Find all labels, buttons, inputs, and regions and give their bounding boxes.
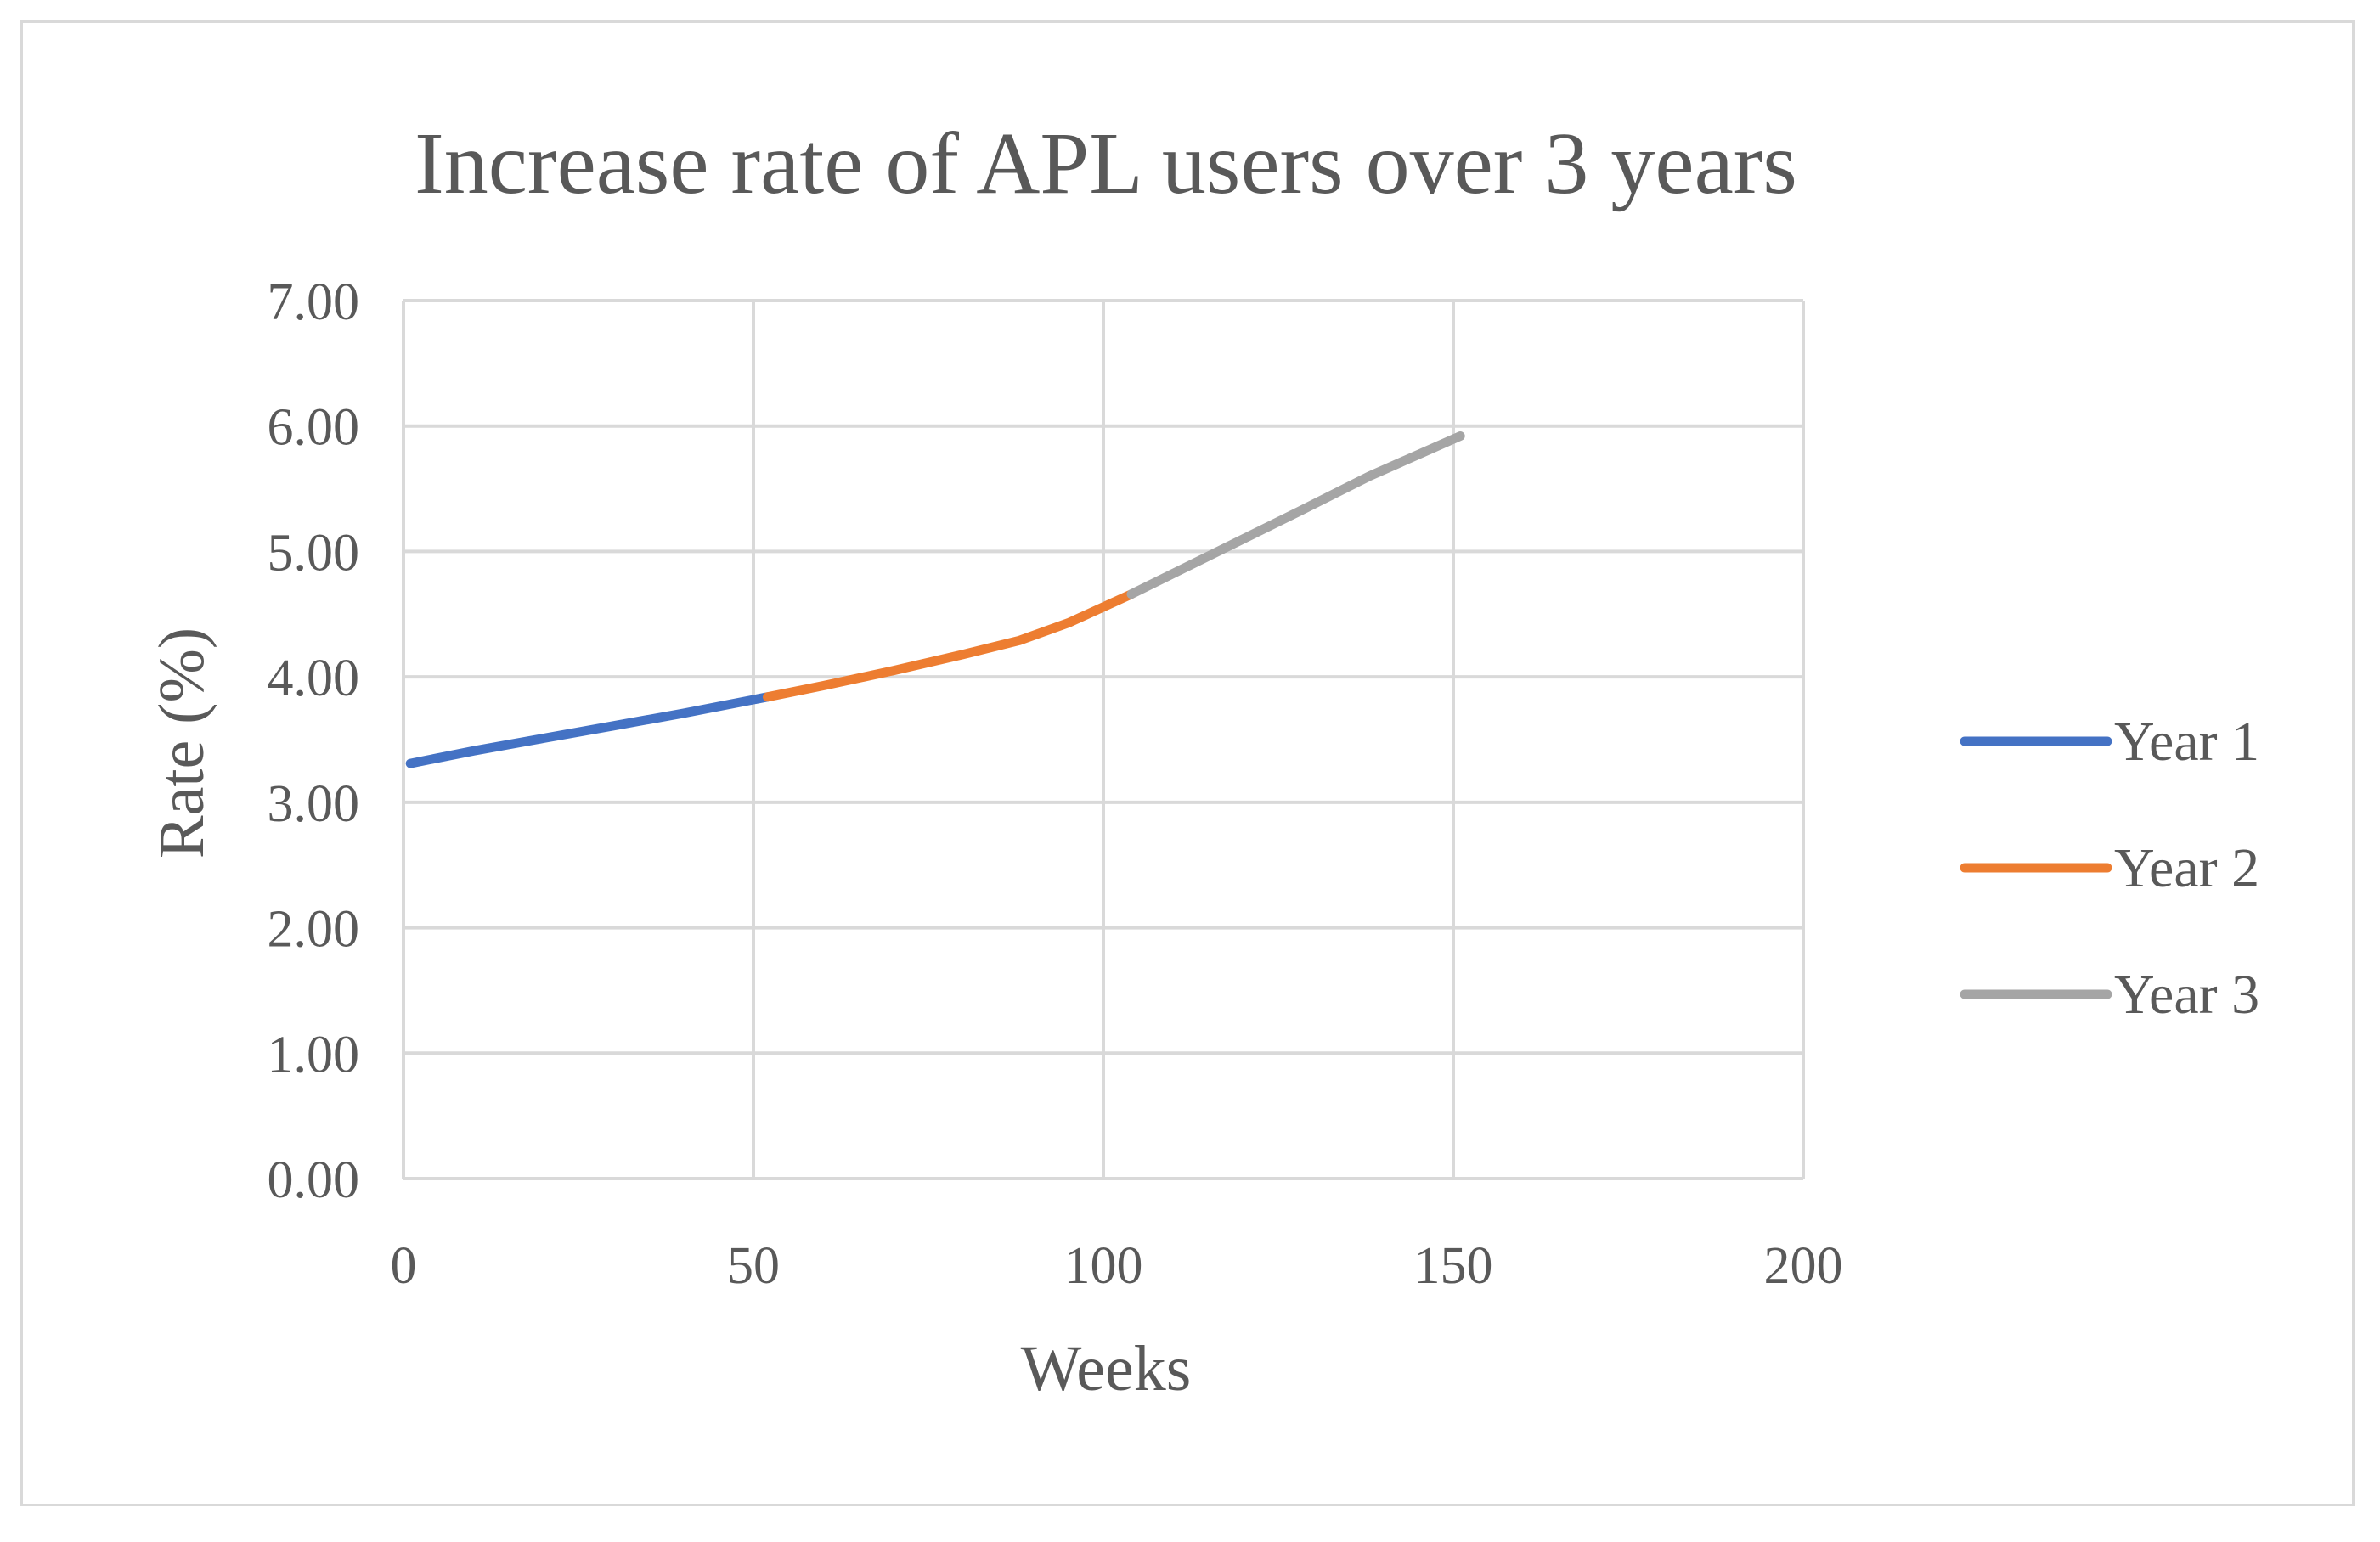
x-tick-label: 150 — [1414, 1237, 1493, 1295]
gridlines — [402, 299, 1805, 1180]
line-chart: Increase rate of APL users over 3 years … — [146, 115, 2259, 1404]
y-tick-label: 5.00 — [268, 524, 360, 582]
y-tick-label: 7.00 — [268, 273, 360, 331]
series-line-year-2 — [763, 589, 1136, 702]
y-axis-tick-labels: 0.00 1.00 2.00 3.00 4.00 5.00 6.00 7.00 — [268, 273, 360, 1209]
series-line-year-3 — [1126, 431, 1465, 599]
y-tick-label: 6.00 — [268, 399, 360, 457]
y-tick-label: 3.00 — [268, 775, 360, 833]
chart-title: Increase rate of APL users over 3 years — [415, 115, 1797, 212]
y-axis-title: Rate (%) — [146, 627, 217, 858]
x-axis-title: Weeks — [1021, 1333, 1192, 1404]
x-tick-label: 0 — [391, 1237, 417, 1295]
y-tick-label: 1.00 — [268, 1026, 360, 1083]
y-tick-label: 2.00 — [268, 901, 360, 959]
x-tick-label: 50 — [727, 1237, 780, 1295]
chart-frame: Increase rate of APL users over 3 years … — [20, 20, 2355, 1506]
x-axis-tick-labels: 0 50 100 150 200 — [391, 1237, 1843, 1295]
series-lines — [405, 431, 1465, 768]
legend: Year 1 Year 2 Year 3 — [1960, 711, 2259, 1026]
y-tick-label: 4.00 — [268, 650, 360, 707]
x-tick-label: 200 — [1764, 1237, 1843, 1295]
x-tick-label: 100 — [1064, 1237, 1143, 1295]
legend-label-year-3: Year 3 — [2114, 964, 2259, 1026]
series-line-year-1 — [405, 692, 772, 768]
legend-label-year-2: Year 2 — [2114, 837, 2259, 899]
y-tick-label: 0.00 — [268, 1151, 360, 1209]
legend-label-year-1: Year 1 — [2114, 711, 2259, 773]
